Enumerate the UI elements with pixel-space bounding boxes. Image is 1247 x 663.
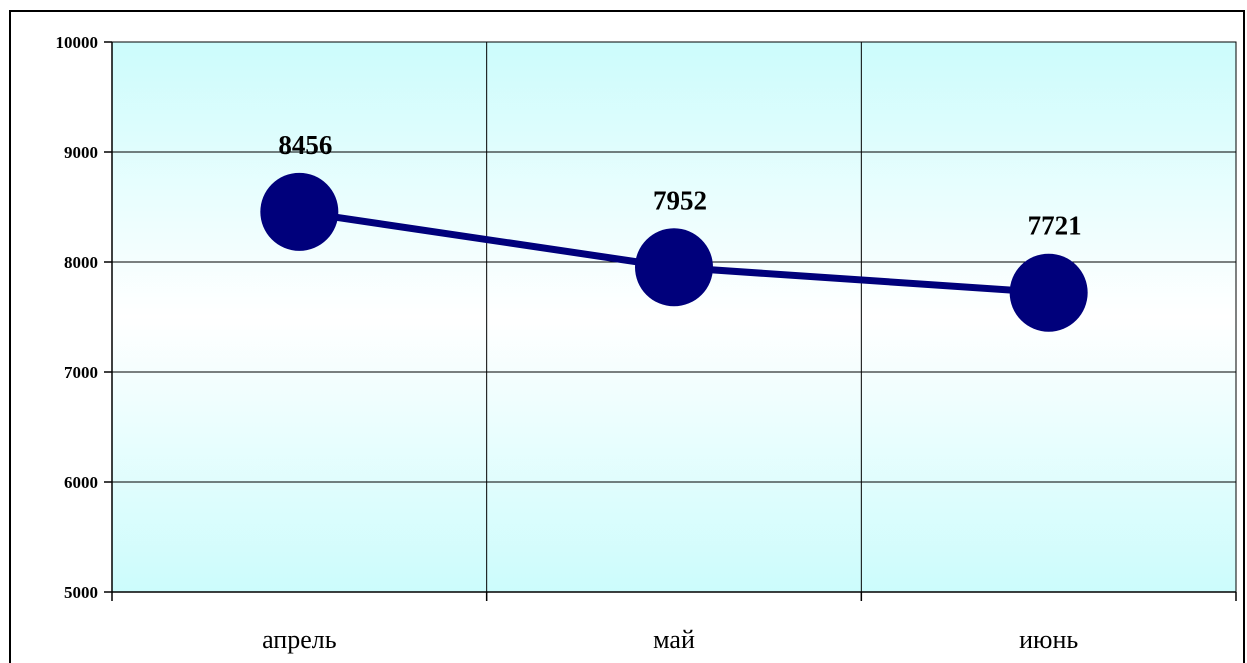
x-category-label: июнь bbox=[1019, 625, 1078, 654]
data-label: 7721 bbox=[1028, 211, 1082, 241]
x-axis-ticks: апрель май июнь bbox=[111, 592, 1237, 654]
data-point-marker bbox=[260, 172, 339, 251]
y-tick-label: 7000 bbox=[64, 363, 98, 382]
x-category-label: май bbox=[653, 625, 695, 654]
y-tick-label: 10000 bbox=[56, 33, 99, 52]
axes bbox=[111, 42, 1236, 593]
data-point-marker bbox=[635, 228, 713, 307]
y-tick-label: 5000 bbox=[64, 583, 98, 602]
y-tick-label: 9000 bbox=[64, 143, 98, 162]
data-labels-layer: 8456 7952 7721 bbox=[278, 130, 1081, 241]
y-axis-ticks: 5000 6000 7000 8000 9000 10000 bbox=[56, 33, 112, 602]
y-tick-label: 6000 bbox=[64, 473, 98, 492]
y-tick-label: 8000 bbox=[64, 253, 98, 272]
data-label: 7952 bbox=[653, 185, 707, 215]
markers-layer bbox=[260, 172, 1088, 332]
data-point-marker bbox=[1009, 253, 1088, 332]
data-label: 8456 bbox=[278, 130, 332, 160]
x-category-label: апрель bbox=[262, 625, 337, 654]
